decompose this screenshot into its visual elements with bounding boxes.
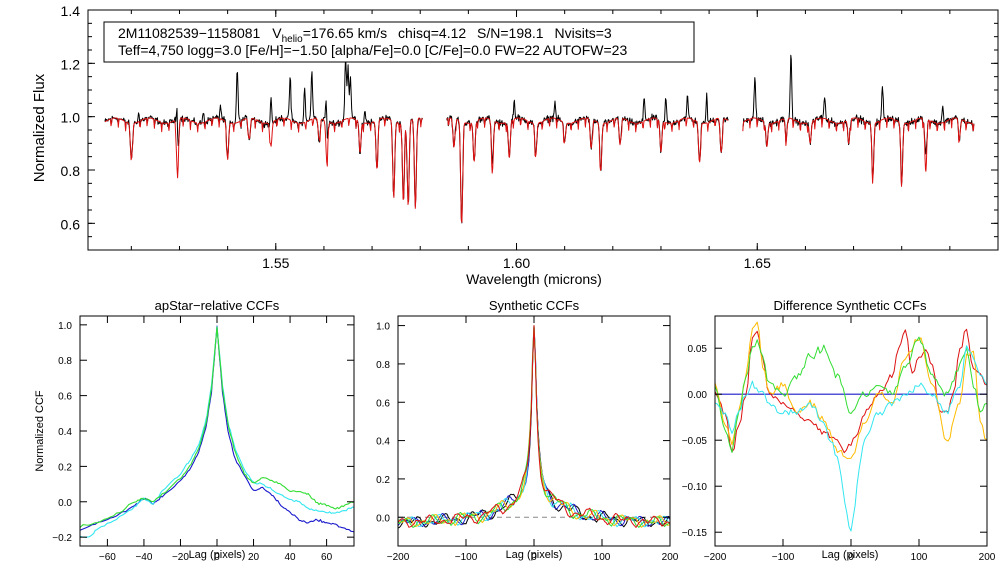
y-tick-label: 0.0: [58, 498, 72, 509]
x-tick-label: 1.65: [744, 255, 771, 271]
x-tick-label: −200: [387, 552, 410, 563]
y-tick-label: 0.05: [688, 344, 708, 355]
y-tick-label: 0.2: [376, 475, 390, 486]
spectrum-ticks: 1.55 1.60 1.65 0.6 0.8 1.0 1.2 1.4: [61, 3, 998, 271]
spectrum-plot: [104, 54, 975, 224]
y-tick-label: 1.0: [61, 110, 81, 126]
y-tick-label: −0.05: [682, 436, 708, 447]
legend-v-subscript: helio: [282, 34, 304, 45]
y-tick-label: 0.6: [376, 398, 390, 409]
legend-v-value: =176.65 km/s: [303, 25, 387, 41]
spectrum-x-axis-label: Wavelength (microns): [466, 271, 602, 287]
y-tick-label: 0.00: [688, 390, 708, 401]
y-tick-label: 0.4: [376, 437, 390, 448]
apstar-y-axis-label: Normalized CCF: [34, 390, 46, 472]
synthetic-title: Synthetic CCFs: [489, 298, 580, 313]
x-tick-label: −200: [704, 552, 727, 563]
x-tick-label: 0: [214, 552, 220, 563]
legend-nvisits: Nvisits=3: [555, 25, 612, 41]
legend-line-2: Teff=4,750 logg=3.0 [Fe/H]=−1.50 [alpha/…: [118, 42, 627, 58]
model-spectrum-chip-3: [742, 117, 975, 187]
x-tick-label: 1.55: [262, 255, 289, 271]
x-tick-label: 60: [321, 552, 333, 563]
difference-series-cyan: [714, 345, 988, 532]
x-tick-label: 100: [911, 552, 928, 563]
x-tick-label: 40: [285, 552, 297, 563]
x-tick-label: 200: [979, 552, 996, 563]
y-tick-label: 0.6: [61, 216, 81, 232]
model-spectrum-chip-1: [104, 117, 423, 209]
y-tick-label: 0.8: [376, 360, 390, 371]
y-tick-label: −0.15: [682, 528, 708, 539]
apstar-series-blue: [79, 325, 355, 533]
x-tick-label: −100: [455, 552, 478, 563]
synthetic-x-axis-label: Lag (pixels): [506, 549, 563, 561]
x-tick-label: −20: [172, 552, 189, 563]
x-tick-label: 0: [531, 552, 537, 563]
difference-series-yellow: [714, 321, 988, 459]
x-tick-label: 100: [594, 552, 611, 563]
x-tick-label: −60: [99, 552, 116, 563]
spectrum-legend-box: [103, 21, 695, 63]
difference-title: Difference Synthetic CCFs: [774, 298, 927, 313]
difference-ticks: −200 −100 0 100 200 −0.15 −0.10 −0.05 0.00 0.05: [682, 316, 996, 563]
y-tick-label: 0.2: [58, 462, 72, 473]
model-spectrum-chip-2: [446, 117, 729, 223]
y-tick-label: 1.0: [58, 321, 72, 332]
y-tick-label: 0.0: [376, 513, 390, 524]
legend-v-prefix: V: [272, 25, 282, 41]
apstar-ticks: −60 −40 −20 0 20 40 60 −0.2 0.0 0.2 0.4 0.6 0.8 1.0: [52, 316, 354, 563]
apstar-plot: [79, 325, 355, 539]
legend-snr: S/N=198.1: [477, 25, 544, 41]
difference-ccf-panel: Difference Synthetic CCFs −200 −100 0 100 20…: [682, 298, 996, 563]
difference-series-green: [714, 336, 988, 453]
difference-plot: [714, 321, 988, 532]
y-tick-label: 0.6: [58, 392, 72, 403]
synthetic-series-red: [397, 325, 671, 528]
x-tick-label: −100: [772, 552, 795, 563]
y-tick-label: 1.0: [376, 322, 390, 333]
apstar-title: apStar−relative CCFs: [155, 298, 280, 313]
y-tick-label: 0.8: [58, 356, 72, 367]
y-tick-label: −0.2: [52, 533, 72, 544]
legend-chisq: chisq=4.12: [398, 25, 466, 41]
apstar-series-green: [79, 326, 355, 528]
x-tick-label: 0: [848, 552, 854, 563]
legend-star-id: 2M11082539−1158081: [118, 25, 261, 41]
x-tick-label: 1.60: [503, 255, 530, 271]
apstar-x-axis-label: Lag (pixels): [189, 549, 246, 561]
spectrum-y-axis-label: Normalized Flux: [31, 73, 48, 182]
difference-x-axis-label: Lag (pixels): [822, 549, 879, 561]
synthetic-plot: [397, 325, 671, 529]
apstar-ccf-panel: apStar−relative CCFs −60 −40 −20 0 20 40 60 −0.…: [34, 298, 355, 563]
synthetic-ccf-panel: Synthetic CCFs −200 −100 0 100 200 0.0 0.2 0.4 0…: [376, 298, 679, 563]
y-tick-label: 1.4: [61, 3, 81, 19]
y-tick-label: 1.2: [61, 56, 81, 72]
synthetic-ticks: −200 −100 0 100 200 0.0 0.2 0.4 0.6 0.8 1.0: [376, 316, 679, 563]
spectrum-panel: 1.55 1.60 1.65 0.6 0.8 1.0 1.2 1.4 Wavelength (…: [31, 3, 999, 287]
legend-line-1: 2M11082539−1158081 Vhelio=176.65 km/s ch…: [118, 25, 612, 45]
y-tick-label: 0.8: [61, 163, 81, 179]
x-tick-label: 200: [662, 552, 679, 563]
spectrum-legend: 2M11082539−1158081 Vhelio=176.65 km/s ch…: [103, 21, 695, 63]
x-tick-label: −40: [135, 552, 152, 563]
y-tick-label: 0.4: [58, 427, 72, 438]
x-tick-label: 20: [248, 552, 260, 563]
y-tick-label: −0.10: [682, 482, 708, 493]
